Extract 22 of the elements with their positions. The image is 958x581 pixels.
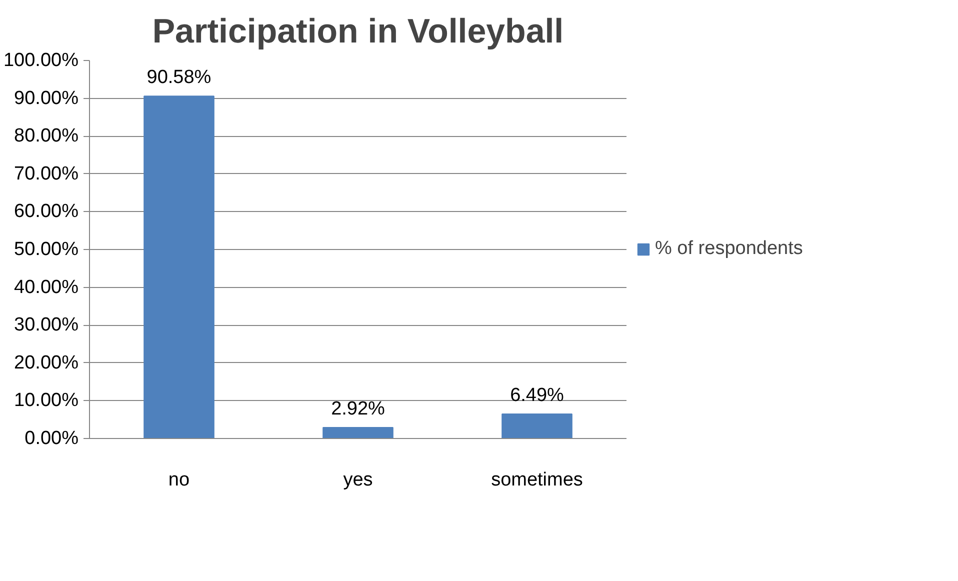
x-tick-label: no <box>168 470 190 490</box>
bar <box>322 426 394 438</box>
data-label: 6.49% <box>510 384 564 406</box>
x-tick-label: yes <box>343 470 373 490</box>
y-tick-label: 0.00% <box>24 428 79 449</box>
legend-label: % of respondents <box>655 238 803 260</box>
x-tick-label: sometimes <box>491 470 583 490</box>
y-tick-label: 60.00% <box>14 201 79 222</box>
y-tick-label: 10.00% <box>14 390 79 412</box>
y-tick-label: 70.00% <box>14 163 79 184</box>
bar <box>502 413 572 438</box>
data-label: 2.92% <box>331 398 386 420</box>
y-tick-label: 40.00% <box>14 276 79 298</box>
bar <box>144 96 214 438</box>
data-label: 90.58% <box>146 67 212 88</box>
y-tick-label: 90.00% <box>14 88 79 109</box>
y-tick-label: 80.00% <box>14 126 79 147</box>
y-tick-label: 50.00% <box>14 239 79 260</box>
y-tick-label: 30.00% <box>14 314 79 336</box>
chart-title: Participation in Volleyball <box>152 12 564 50</box>
y-tick-label: 20.00% <box>14 352 79 374</box>
y-tick-label: 100.00% <box>3 50 79 71</box>
